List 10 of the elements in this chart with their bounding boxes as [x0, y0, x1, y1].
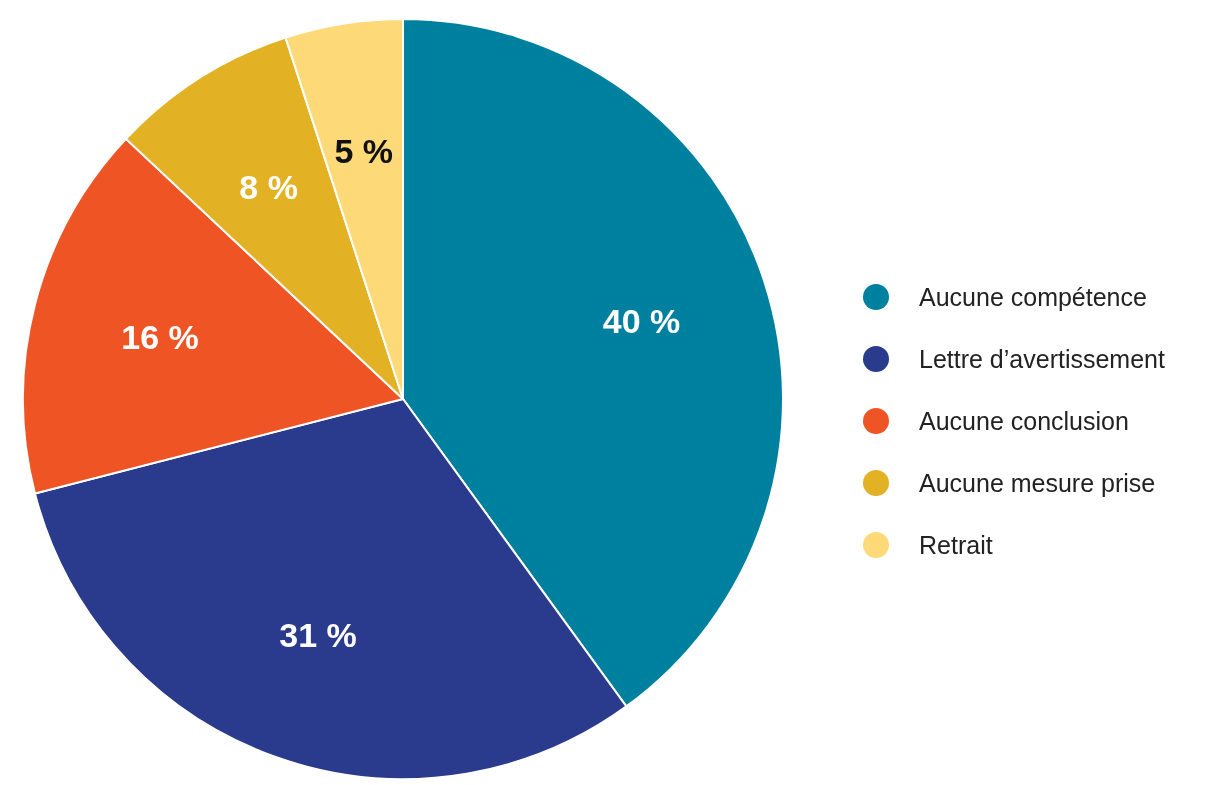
legend-label: Retrait [919, 530, 993, 560]
data-label: 8 % [239, 168, 298, 207]
data-label: 31 % [279, 615, 357, 654]
legend-label: Aucune conclusion [919, 406, 1129, 436]
data-label: 40 % [602, 302, 681, 341]
legend-label: Aucune compétence [919, 282, 1147, 312]
data-label: 16 % [121, 317, 199, 356]
legend-label: Aucune mesure prise [919, 468, 1156, 498]
legend-label: Lettre d’avertissement [919, 344, 1165, 374]
data-label: 5 % [334, 132, 394, 171]
